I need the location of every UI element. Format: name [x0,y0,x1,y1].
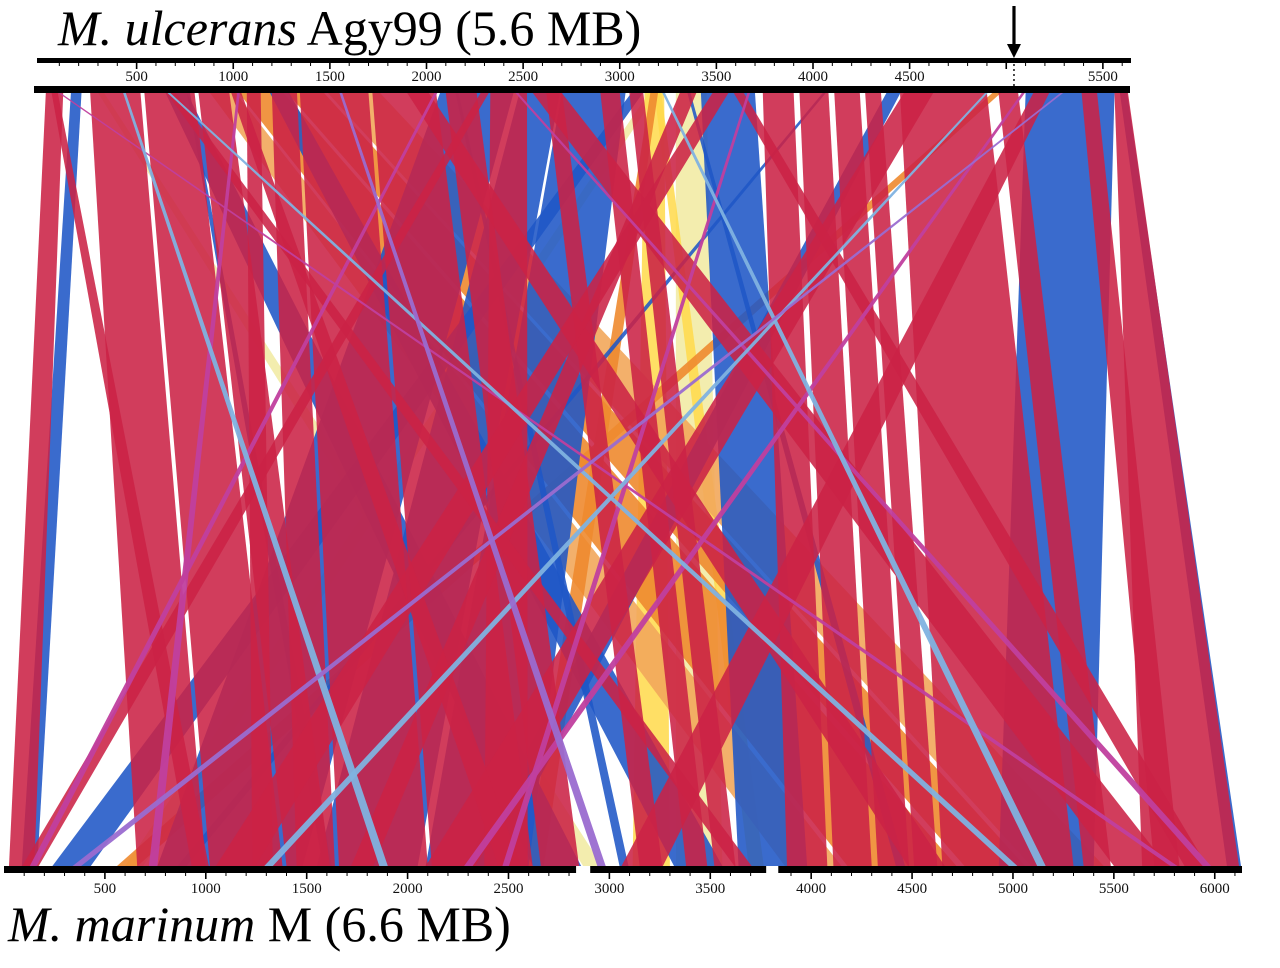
bottom-genome-bar-segment [778,866,1242,873]
match-ribbon [484,93,528,866]
bottom-genome-bar-segment [4,866,577,873]
match-ribbon [733,93,1208,866]
top-scale-bar [37,58,1131,63]
bottom-ruler: 500 1000 1500 2000 2500 3000 3500 4000 4500 5000 5… [4,866,1242,897]
match-ribbon [299,93,428,866]
match-ribbon [600,93,708,866]
bottom-tick-label: 5500 [1099,881,1129,897]
top-genome-strain: Agy99 (5.6 MB) [296,0,642,56]
top-ruler: 500 1000 1500 2000 2500 3000 3500 4000 4500 5500 [34,58,1131,93]
match-ribbon [144,93,283,866]
top-tick-label: 500 [125,69,148,85]
bottom-tick-label: 1000 [191,881,221,897]
match-ribbons [9,93,1241,866]
bottom-tick-label: 2500 [493,881,523,897]
match-ribbon [29,93,438,866]
top-tick-label: 2500 [508,69,538,85]
match-ribbon [515,93,1212,866]
top-genome-title: M. ulcerans Agy99 (5.6 MB) [58,2,641,55]
bottom-tick-label: 5000 [998,881,1028,897]
bottom-tick-label: 3000 [594,881,624,897]
bottom-genome-bar-segment [590,866,767,873]
top-tick-label: 1500 [315,69,345,85]
match-ribbon [148,93,240,866]
bottom-tick-label: 4000 [796,881,826,897]
top-tick-label: 4500 [895,69,925,85]
arrow-head-icon [1006,44,1021,58]
bottom-tick-label: 3500 [695,881,725,897]
match-ribbon [662,93,1046,866]
bottom-tick-label: 500 [94,881,117,897]
match-ribbon [9,93,64,866]
bottom-tick-label: 1500 [292,881,322,897]
match-ribbon [1114,93,1239,866]
bottom-tick-label: 4500 [897,881,927,897]
bottom-tick-label: 6000 [1200,881,1230,897]
match-ribbon [339,93,606,866]
top-tick-label: 2000 [412,69,442,85]
match-ribbon [58,93,1178,866]
match-ribbon [546,93,663,866]
bottom-genome-species: M. marinum [8,896,256,952]
bottom-genome-title: M. marinum M (6.6 MB) [8,898,511,951]
match-ribbon [621,93,1050,866]
top-tick-label: 1000 [218,69,248,85]
position-arrow [1006,6,1021,93]
match-ribbon [72,93,1064,866]
top-tick-label: 3000 [605,69,635,85]
match-ribbon [464,93,1025,866]
match-ribbon [700,93,808,866]
top-tick-label: 3500 [701,69,731,85]
top-tick-label: 4000 [798,69,828,85]
top-genome-species: M. ulcerans [58,0,297,56]
match-ribbon [167,93,1018,866]
bottom-genome-strain: M (6.6 MB) [255,896,511,952]
match-ribbon [264,93,988,866]
bottom-tick-label: 2000 [393,881,423,897]
top-tick-label: 5500 [1088,69,1118,85]
match-ribbon [51,93,209,866]
top-genome-bar [34,86,1130,93]
